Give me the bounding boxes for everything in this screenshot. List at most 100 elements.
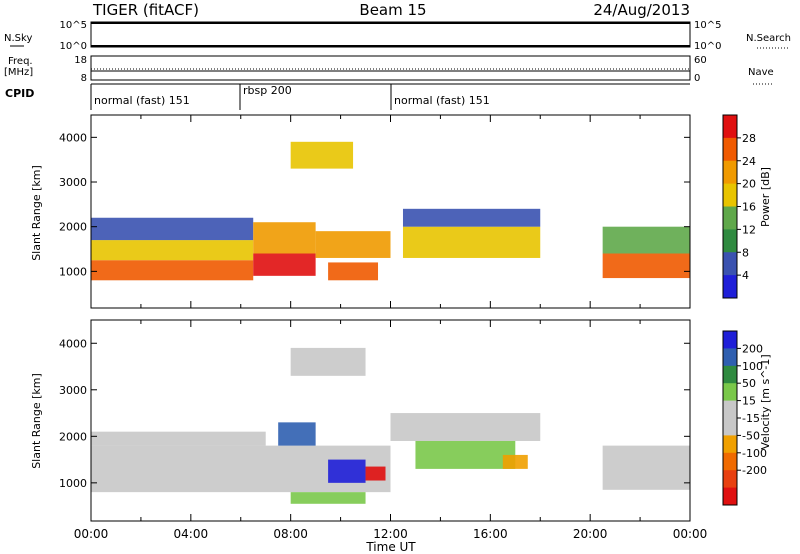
velocity-ytick-label: 3000 [59,384,87,397]
power-cells [91,141,690,281]
xtick-label: 12:00 [373,527,408,541]
power-band-10 [602,253,690,279]
velocity-band-8 [415,440,516,469]
colorbar-tick-label: 28 [742,132,756,145]
velocity-yticks: 1000 2000 3000 4000 [59,337,690,490]
power-band-6 [328,262,379,281]
velocity-band-1 [91,431,266,446]
power-band-9 [402,208,541,227]
colorbar-swatch [723,487,737,506]
nsky-label: N.Sky [4,33,32,44]
xtick-label: 16:00 [473,527,508,541]
cpid-panel: CPID normal (fast) 151 rbsp 200 normal (… [5,83,690,110]
velocity-band-7 [390,413,541,441]
station-title: TIGER (fitACF) [92,1,199,19]
colorbar-swatch [723,400,737,419]
colorbar-swatch [723,418,737,436]
colorbar-tick-label: 24 [742,155,756,168]
colorbar-swatch [723,206,737,230]
nave-tick-top: 60 [694,55,707,66]
nsky-panel: 10^5 10^0 10^5 10^0 N.Sky N.Search [4,20,791,52]
freq-tick-top: 18 [74,55,87,66]
velocity-band-5 [290,492,366,504]
colorbar-tick-label: 16 [742,201,756,214]
power-panel: 1000 2000 3000 4000 Slant Range [km] 4 8 12 16… [30,114,772,309]
power-ylabel: Slant Range [km] [30,165,43,261]
freq-tick-bottom: 8 [81,73,87,84]
xtick-label: 08:00 [273,527,308,541]
colorbar-tick-label: 15 [742,395,756,408]
power-band-1 [91,240,254,261]
colorbar-tick-label: 8 [742,246,749,259]
date-title: 24/Aug/2013 [593,1,690,19]
colorbar-tick-label: 20 [742,178,756,191]
xtick-label: 00:00 [74,527,109,541]
cpid-segment-2: rbsp 200 [243,84,292,97]
power-band-8 [402,226,541,258]
power-band-5 [315,231,391,258]
colorbar-swatch [723,348,737,367]
power-band-11 [602,226,690,254]
xtick-label: 04:00 [174,527,209,541]
nsearch-tick-top: 10^5 [694,20,721,31]
colorbar-tick-label: -100 [742,447,767,460]
nsky-trace [91,22,690,24]
cpid-segment-1: normal (fast) 151 [94,94,190,107]
colorbar-swatch [723,229,737,253]
cpid-segment-3: normal (fast) 151 [394,94,490,107]
colorbar-swatch [723,383,737,402]
velocity-band-4 [365,466,386,481]
beam-title: Beam 15 [359,1,426,19]
power-colorbar: 4 8 12 16 20 24 28 [722,114,756,299]
velocity-ytick-label: 1000 [59,477,87,490]
power-ytick-label: 2000 [59,221,87,234]
colorbar-tick-label: 100 [742,360,763,373]
x-axis-label: Time UT [365,540,416,554]
freq-label: Freq. [8,56,33,67]
power-band-3 [253,253,316,276]
colorbar-swatch [723,452,737,471]
power-ytick-label: 4000 [59,131,87,144]
colorbar-swatch [723,435,737,454]
colorbar-swatch [723,470,737,489]
velocity-band-2 [278,422,316,446]
nsky-tick-bottom: 10^0 [60,41,87,52]
velocity-ytick-label: 2000 [59,430,87,443]
nsearch-tick-bottom: 10^0 [694,41,721,52]
velocity-colorbar: 200 100 50 15 -15 -50 -100 -200 [722,330,767,506]
nave-tick-bottom: 0 [694,73,700,84]
colorbar-swatch [723,160,737,185]
nsky-tick-top: 10^5 [60,20,87,31]
velocity-ylabel: Slant Range [km] [30,373,43,469]
colorbar-tick-label: -200 [742,464,767,477]
nsearch-label: N.Search [746,33,791,44]
velocity-band-6 [290,347,366,376]
power-ytick-label: 3000 [59,176,87,189]
colorbar-swatch [723,365,737,384]
colorbar-swatch [723,331,737,349]
nsearch-trace [91,45,690,47]
colorbar-tick-label: 50 [742,377,756,390]
velocity-band-10 [602,445,690,490]
xtick-label: 20:00 [573,527,608,541]
colorbar-tick-label: -50 [742,429,760,442]
power-ytick-label: 1000 [59,265,87,278]
nave-label: Nave [748,67,774,78]
freq-unit-label: [MHz] [4,67,33,78]
colorbar-swatch [723,183,737,207]
velocity-cells [91,347,690,504]
velocity-band-9 [502,454,528,469]
power-xticks [90,115,691,308]
colorbar-swatch [723,137,737,162]
power-band-0 [91,260,254,281]
colorbar-tick-label: 12 [742,223,756,236]
velocity-ytick-label: 4000 [59,337,87,350]
cpid-label: CPID [5,87,34,100]
power-band-4 [253,222,316,254]
velocity-xticks: 00:00 04:00 08:00 12:00 16:00 20:00 00:00 [74,320,707,541]
velocity-panel: 1000 2000 3000 4000 00:00 04:00 08:00 12:00 16:… [30,319,772,554]
power-band-7 [290,141,354,169]
velocity-band-3 [328,459,366,483]
velocity-colorbar-label: Velocity [m s^-1] [759,354,772,449]
